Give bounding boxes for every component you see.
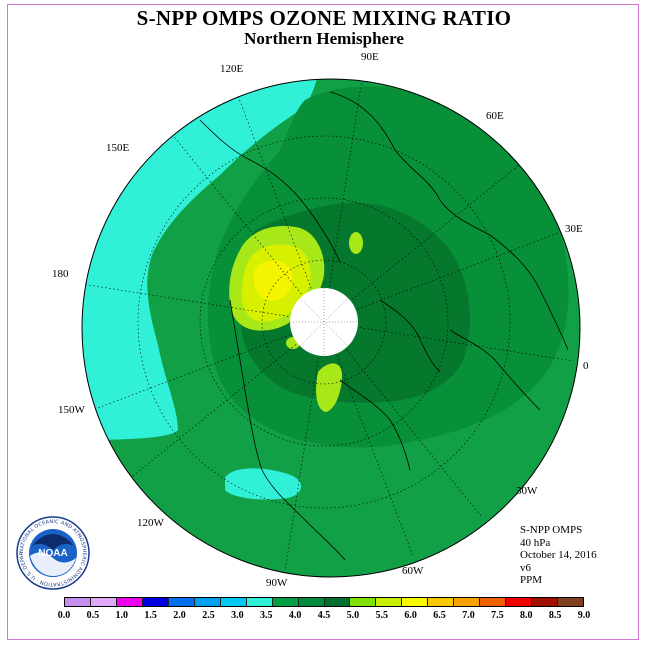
colorbar-tick-label: 5.5: [375, 610, 389, 621]
colorbar-swatch: [116, 598, 143, 606]
longitude-label-150e: 150E: [106, 142, 130, 154]
figure-frame: [7, 4, 639, 640]
colorbar-swatch: [194, 598, 221, 606]
graticule-latitudes: [137, 135, 511, 509]
longitude-label-0: 0: [583, 360, 589, 372]
instrument-label: S-NPP OMPS: [520, 524, 583, 536]
colorbar-tick-label: 5.0: [346, 610, 360, 621]
colorbar-tick-label: 0.5: [86, 610, 100, 621]
colorbar-swatch: [298, 598, 325, 606]
longitude-label-150w: 150W: [58, 404, 85, 416]
colorbar-tick-label: 1.0: [115, 610, 129, 621]
colorbar-ticks: 0.0 0.5 1.0 1.5 2.0 2.5 3.0 3.5 4.0 4.5 5.0 5.5 6.0 6…: [0, 610, 648, 624]
colorbar-tick-label: 8.5: [548, 610, 562, 621]
longitude-label-30e: 30E: [565, 223, 583, 235]
colorbar-swatch: [220, 598, 247, 606]
colorbar-tick-label: 1.5: [144, 610, 157, 621]
colorbar-swatch: [428, 598, 455, 606]
longitude-label-90w: 90W: [266, 577, 288, 589]
ozone-spot-5-5-hudson: [316, 363, 342, 412]
colorbar-tick-label: 3.5: [259, 610, 273, 621]
colorbar-tick-label: 4.5: [317, 610, 331, 621]
colorbar-swatch: [272, 598, 299, 606]
colorbar-tick-label: 6.5: [433, 610, 446, 621]
date-label: October 14, 2016: [520, 549, 597, 561]
pressure-level-label: 40 hPa: [520, 536, 551, 549]
colorbar-swatch: [402, 598, 429, 606]
polar-graticule: [290, 288, 358, 356]
colorbar-swatch: [90, 598, 117, 606]
colorbar-swatch: [324, 598, 351, 606]
longitude-label-180: 180: [52, 268, 69, 280]
longitude-label-60w: 60W: [402, 565, 424, 577]
colorbar-tick-label: 8.0: [519, 610, 533, 621]
colorbar-swatch: [350, 598, 377, 606]
graticule-meridians: [82, 79, 574, 572]
noaa-logo: NATIONAL OCEANIC AND ATMOSPHERIC ADMINIS…: [16, 516, 90, 590]
version-label: v6: [520, 561, 531, 574]
colorbar: [64, 597, 584, 607]
units-label: PPM: [520, 574, 543, 586]
colorbar-swatch: [454, 598, 481, 606]
colorbar-tick-label: 4.0: [288, 610, 302, 621]
colorbar-tick-label: 7.0: [462, 610, 475, 621]
longitude-label-30w: 30W: [516, 485, 538, 497]
map-boundary: [81, 78, 581, 578]
colorbar-tick-label: 7.5: [491, 610, 504, 621]
colorbar-tick-label: 2.0: [173, 610, 186, 621]
ozone-region-6-5: [253, 260, 293, 301]
colorbar-swatch: [142, 598, 169, 606]
coastlines: [199, 91, 569, 561]
colorbar-tick-label: 0.0: [57, 610, 71, 621]
colorbar-swatch: [246, 598, 273, 606]
longitude-label-60e: 60E: [486, 110, 504, 122]
longitude-label-90e: 90E: [361, 51, 379, 63]
colorbar-swatch: [168, 598, 195, 606]
figure-title: S-NPP OMPS OZONE MIXING RATIO: [136, 6, 512, 30]
longitude-label-120w: 120W: [137, 517, 164, 529]
longitude-label-120e: 120E: [220, 63, 244, 75]
logo-text: NOAA: [38, 548, 67, 559]
colorbar-swatch: [480, 598, 507, 606]
colorbar-tick-label: 6.0: [404, 610, 417, 621]
ozone-region-3-5-south: [225, 468, 302, 500]
colorbar-swatch: [376, 598, 403, 606]
ozone-spot-5-5-north: [349, 232, 363, 254]
colorbar-swatch: [558, 598, 584, 606]
figure-subtitle: Northern Hemisphere: [244, 29, 404, 48]
colorbar-swatch: [506, 598, 533, 606]
colorbar-swatch: [65, 598, 91, 606]
colorbar-tick-label: 3.0: [231, 610, 244, 621]
colorbar-tick-label: 9.0: [577, 610, 591, 621]
colorbar-tick-label: 2.5: [202, 610, 215, 621]
colorbar-swatch: [532, 598, 559, 606]
metadata-block: S-NPP OMPS 40 hPa October 14, 2016 v6 PP…: [520, 524, 597, 587]
